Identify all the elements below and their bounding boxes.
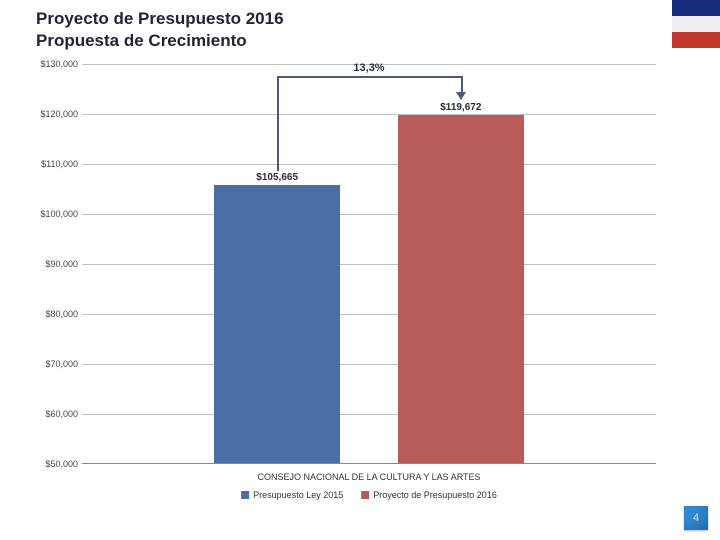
chart-ytick-label: $50,000	[32, 459, 78, 469]
chart-legend-item: Proyecto de Presupuesto 2016	[361, 490, 497, 500]
chart-ytick-label: $120,000	[32, 109, 78, 119]
chart-gridline	[82, 414, 656, 415]
chart-ytick-label: $80,000	[32, 309, 78, 319]
flag-logo	[672, 0, 720, 48]
chart-connector	[277, 76, 461, 78]
flag-stripe-white	[672, 16, 720, 32]
legend-label: Proyecto de Presupuesto 2016	[373, 490, 497, 500]
chart-connector	[277, 76, 279, 171]
budget-chart: $50,000$60,000$70,000$80,000$90,000$100,…	[36, 64, 656, 464]
chart-gridline	[82, 214, 656, 215]
chart-data-label: $119,672	[440, 102, 481, 113]
legend-swatch-icon	[241, 491, 249, 499]
chart-gridline	[82, 264, 656, 265]
flag-stripe-red	[672, 32, 720, 48]
chart-bar	[214, 185, 340, 463]
chart-ytick-label: $70,000	[32, 359, 78, 369]
chart-gridline	[82, 164, 656, 165]
slide-title: Proyecto de Presupuesto 2016 Propuesta d…	[36, 8, 284, 52]
chart-legend: Presupuesto Ley 2015 Proyecto de Presupue…	[241, 490, 497, 500]
chart-data-label: $105,665	[256, 172, 298, 183]
flag-stripe-blue	[672, 0, 720, 16]
slide: Proyecto de Presupuesto 2016 Propuesta d…	[0, 0, 720, 540]
chart-gridline	[82, 314, 656, 315]
slide-number-badge: 4	[684, 506, 708, 530]
title-line-2: Propuesta de Crecimiento	[36, 30, 284, 52]
chart-ytick-label: $60,000	[32, 409, 78, 419]
chart-arrowhead-icon	[456, 92, 466, 100]
chart-plot-area: $50,000$60,000$70,000$80,000$90,000$100,…	[82, 64, 656, 464]
chart-ytick-label: $100,000	[32, 209, 78, 219]
chart-legend-item: Presupuesto Ley 2015	[241, 490, 343, 500]
chart-gridline	[82, 114, 656, 115]
chart-ytick-label: $90,000	[32, 259, 78, 269]
chart-ytick-label: $130,000	[32, 59, 78, 69]
slide-number: 4	[693, 512, 699, 524]
chart-x-category-label: CONSEJO NACIONAL DE LA CULTURA Y LAS ART…	[257, 472, 480, 482]
chart-growth-label: 13,3%	[353, 62, 384, 74]
chart-bar	[398, 115, 524, 463]
legend-swatch-icon	[361, 491, 369, 499]
legend-label: Presupuesto Ley 2015	[253, 490, 343, 500]
chart-gridline	[82, 364, 656, 365]
title-line-1: Proyecto de Presupuesto 2016	[36, 8, 284, 30]
chart-ytick-label: $110,000	[32, 159, 78, 169]
